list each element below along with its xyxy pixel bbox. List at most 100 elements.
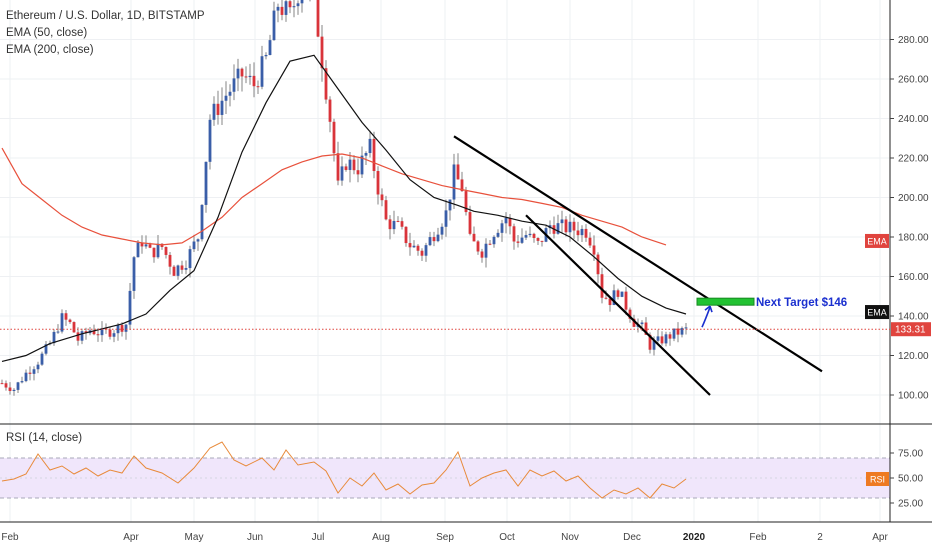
candle-body <box>344 166 348 170</box>
candle-body <box>172 266 176 276</box>
candle-body <box>140 242 144 247</box>
candle-body <box>176 265 180 276</box>
candle-body <box>660 336 664 344</box>
time-tick-label: Jul <box>312 532 325 543</box>
candle-body <box>296 3 300 7</box>
candle-body <box>232 78 236 92</box>
ema-200-line <box>1 147 667 246</box>
candle-body <box>36 364 40 370</box>
candle-body <box>644 322 648 335</box>
candle-body <box>220 100 224 115</box>
candle-body <box>360 155 364 175</box>
candle-body <box>364 153 368 156</box>
candle-body <box>132 257 136 291</box>
candle-body <box>144 244 148 247</box>
candle-body <box>128 290 132 325</box>
candle-body <box>148 244 152 248</box>
candle-body <box>540 240 544 242</box>
candle-body <box>588 237 592 246</box>
candle-body <box>456 164 460 180</box>
candle-body <box>528 233 532 236</box>
candle-body <box>24 372 28 382</box>
candle-body <box>276 6 280 11</box>
candle-body <box>448 199 452 211</box>
candle-body <box>16 382 20 390</box>
candle-body <box>536 238 540 241</box>
candle-body <box>516 241 520 243</box>
candle-body <box>116 325 120 334</box>
candle-body <box>632 318 636 327</box>
candle-body <box>672 328 676 339</box>
candle-body <box>188 249 192 269</box>
candle-body <box>628 309 632 319</box>
candle-body <box>616 290 620 297</box>
candle-body <box>428 237 432 246</box>
candle-body <box>84 331 88 334</box>
candle-body <box>612 290 616 306</box>
candle-body <box>392 220 396 230</box>
candle-body <box>620 291 624 297</box>
time-tick-label: Sep <box>436 532 454 543</box>
candle-body <box>600 274 604 298</box>
candle-body <box>320 36 324 69</box>
candle-body <box>368 138 372 154</box>
time-tick-label: Aug <box>372 532 390 543</box>
ema-50-tag: EMA <box>867 308 887 318</box>
time-tick-label: Feb <box>1 532 19 543</box>
candle-body <box>604 297 608 299</box>
time-tick-label: Feb <box>749 532 767 543</box>
ema-200-tag: EMA <box>867 236 887 246</box>
time-tick-label: Jun <box>247 532 263 543</box>
candle-body <box>596 254 600 275</box>
candle-body <box>564 219 568 233</box>
time-tick-label: Apr <box>123 532 139 543</box>
candle-body <box>256 86 260 88</box>
ema-50-line <box>1 54 687 362</box>
candle-body <box>264 55 268 57</box>
time-tick-label: 2 <box>817 532 823 543</box>
price-tick-label: 220.00 <box>898 154 929 165</box>
candle-body <box>676 328 680 335</box>
candle-body <box>124 324 128 332</box>
rsi-tick-label: 50.00 <box>898 474 923 485</box>
candle-body <box>292 6 296 8</box>
candle-body <box>556 223 560 234</box>
rsi-legend: RSI (14, close) <box>6 432 83 444</box>
time-tick-label: Dec <box>623 532 641 543</box>
candle-body <box>460 179 464 192</box>
candle-body <box>136 242 140 258</box>
candle-body <box>504 217 508 224</box>
candle-body <box>664 334 668 344</box>
candle-body <box>500 223 504 233</box>
candle-body <box>580 228 584 236</box>
candle-body <box>32 369 36 374</box>
candle-body <box>12 389 16 391</box>
candle-body <box>412 245 416 248</box>
candle-body <box>608 298 612 306</box>
candle-body <box>432 237 436 242</box>
candle-body <box>340 166 344 181</box>
candle-body <box>80 331 84 341</box>
ema-200-tag-bg <box>865 233 889 248</box>
ema-50-legend: EMA (50, close) <box>6 27 88 39</box>
candle-body <box>92 330 96 335</box>
candle-body <box>184 268 188 270</box>
price-tick-label: 180.00 <box>898 233 929 244</box>
channel-upper-line <box>453 135 823 373</box>
candle-body <box>572 221 576 231</box>
candle-body <box>624 291 628 310</box>
candle-body <box>44 344 48 354</box>
candle-body <box>28 372 32 374</box>
rsi-tag-bg <box>866 472 889 486</box>
price-tick-label: 140.00 <box>898 312 929 323</box>
rsi-tick-label: 75.00 <box>898 449 923 460</box>
ema-200-legend: EMA (200, close) <box>6 44 94 56</box>
time-tick-label: 2020 <box>683 532 706 543</box>
candle-body <box>336 153 340 181</box>
candle-body <box>240 68 244 77</box>
candle-body <box>60 313 64 332</box>
candle-body <box>680 328 684 335</box>
candle-body <box>388 219 392 230</box>
time-tick-label: Oct <box>499 532 515 543</box>
target-label: Next Target $146 <box>756 297 847 309</box>
